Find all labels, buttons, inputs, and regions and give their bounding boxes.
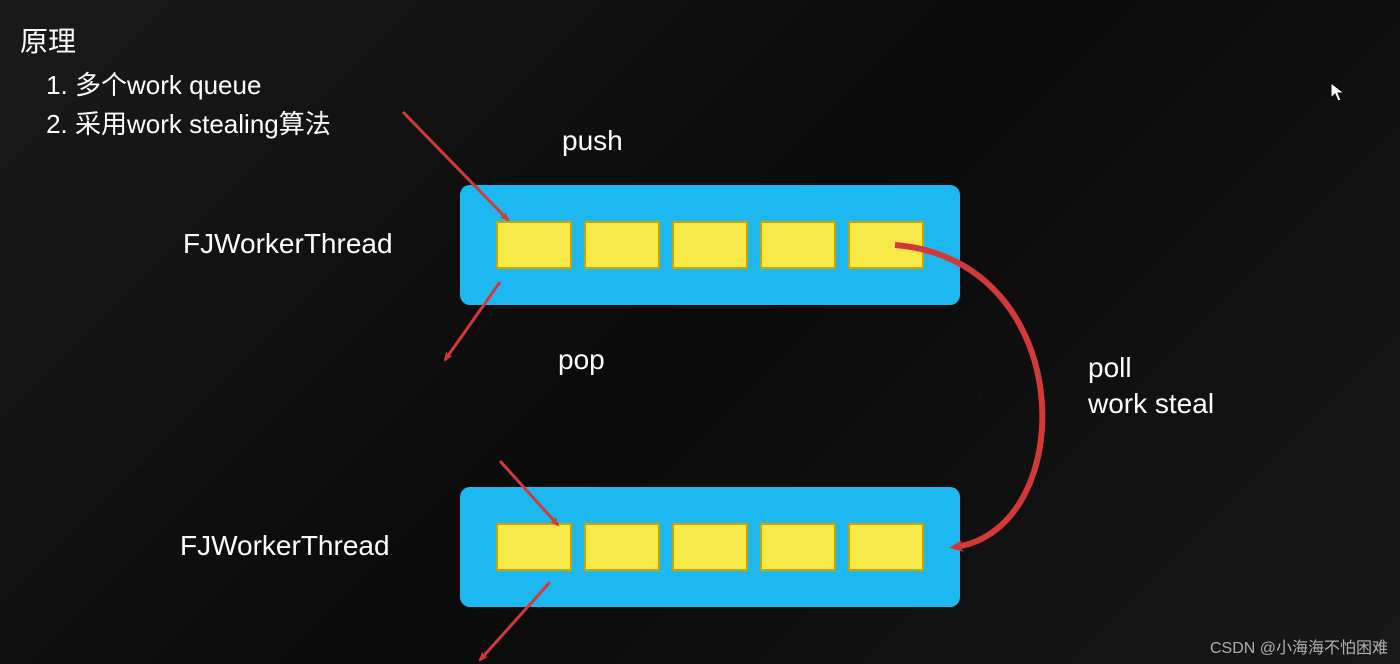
header-title: 原理	[20, 20, 331, 60]
task	[672, 523, 748, 571]
header: 原理 多个work queue 采用work stealing算法	[20, 20, 331, 144]
thread2-label: FJWorkerThread	[180, 530, 390, 562]
task	[496, 221, 572, 269]
cursor-icon	[1330, 82, 1346, 104]
task	[496, 523, 572, 571]
poll-label: poll work steal	[1088, 350, 1214, 423]
pop-label: pop	[558, 344, 605, 376]
task	[584, 221, 660, 269]
task	[848, 221, 924, 269]
header-item-2: 采用work stealing算法	[75, 105, 331, 144]
queue-2	[460, 487, 960, 607]
thread1-label: FJWorkerThread	[183, 228, 393, 260]
poll-label-line1: poll	[1088, 350, 1214, 386]
task	[760, 221, 836, 269]
header-item-1: 多个work queue	[75, 66, 331, 105]
task	[760, 523, 836, 571]
poll-label-line2: work steal	[1088, 386, 1214, 422]
push-label: push	[562, 125, 623, 157]
task	[848, 523, 924, 571]
task	[584, 523, 660, 571]
queue-1	[460, 185, 960, 305]
task	[672, 221, 748, 269]
credit-watermark: CSDN @小海海不怕困难	[1210, 634, 1388, 658]
header-list: 多个work queue 采用work stealing算法	[20, 66, 331, 144]
